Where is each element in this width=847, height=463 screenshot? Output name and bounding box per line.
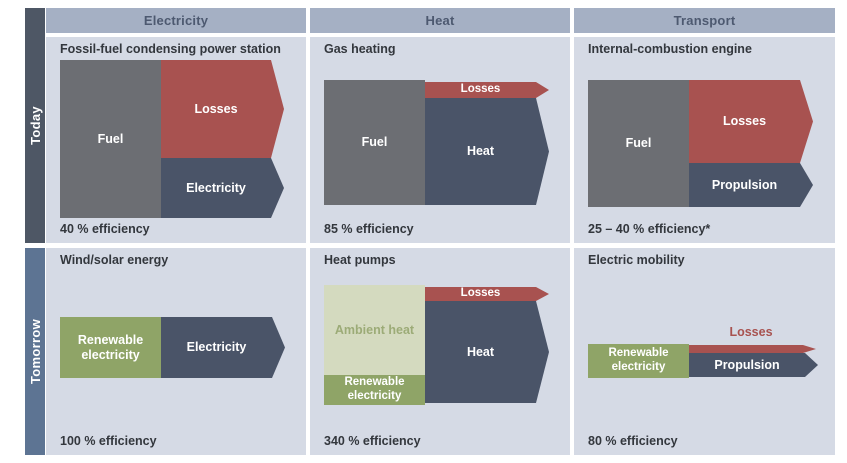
losses-label: Losses [460, 83, 501, 96]
fuel-label: Fuel [97, 131, 124, 146]
losses-arrow [689, 345, 816, 353]
input-label: Renewable electricity [344, 376, 405, 402]
panel-title: Internal-combustion engine [588, 42, 752, 56]
losses-arrow: Losses [425, 82, 549, 98]
panel-title: Gas heating [324, 42, 396, 56]
losses-label: Losses [460, 287, 501, 300]
column-header-heat-label: Heat [425, 13, 455, 28]
panel-tomorrow-transport: Electric mobility Losses Renewable elect… [574, 248, 835, 455]
losses-label: Losses [722, 114, 767, 129]
propulsion-output-arrow: Propulsion [689, 353, 818, 377]
column-header-transport-label: Transport [673, 13, 736, 28]
efficiency-label: 80 % efficiency [588, 434, 678, 448]
losses-label: Losses [194, 101, 238, 116]
losses-arrow: Losses [689, 80, 813, 163]
heat-output-arrow: Heat [425, 301, 549, 403]
electricity-output-arrow: Electricity [161, 317, 285, 378]
losses-label: Losses [729, 325, 773, 339]
output-label: Heat [466, 344, 495, 359]
losses-arrow: Losses [161, 60, 284, 158]
fuel-box: Fuel [60, 60, 161, 218]
renewable-electricity-box: Renewable electricity [60, 317, 161, 378]
losses-arrow: Losses [425, 287, 549, 301]
panel-today-transport: Internal-combustion engine Fuel Losses P… [574, 37, 835, 243]
efficiency-label: 40 % efficiency [60, 222, 150, 236]
panel-today-heat: Gas heating Fuel Losses Heat 85 % effici… [310, 37, 570, 243]
fuel-label: Fuel [361, 135, 388, 150]
propulsion-output-arrow: Propulsion [689, 163, 813, 207]
output-label: Heat [466, 144, 495, 159]
panel-title: Electric mobility [588, 253, 685, 267]
output-label: Electricity [186, 180, 246, 195]
efficiency-label: 85 % efficiency [324, 222, 414, 236]
row-label-today-text: Today [27, 106, 43, 145]
input-label: Renewable electricity [608, 347, 669, 373]
panel-tomorrow-electricity: Wind/solar energy Renewable electricity … [46, 248, 306, 455]
ambient-heat-box: Ambient heat [324, 285, 425, 375]
input-label: Renewable electricity [77, 332, 144, 362]
panel-tomorrow-heat: Heat pumps Ambient heat Renewable electr… [310, 248, 570, 455]
renewable-electricity-box: Renewable electricity [588, 344, 689, 378]
output-label: Propulsion [711, 177, 778, 192]
row-label-tomorrow-text: Tomorrow [27, 319, 43, 384]
efficiency-label: 100 % efficiency [60, 434, 157, 448]
fuel-box: Fuel [324, 80, 425, 205]
efficiency-label: 340 % efficiency [324, 434, 421, 448]
panel-title: Fossil-fuel condensing power station [60, 42, 281, 56]
panel-today-electricity: Fossil-fuel condensing power station Fue… [46, 37, 306, 243]
column-header-heat: Heat [310, 8, 570, 33]
column-header-electricity: Electricity [46, 8, 306, 33]
efficiency-label: 25 – 40 % efficiency* [588, 222, 711, 236]
fuel-box: Fuel [588, 80, 689, 207]
fuel-label: Fuel [625, 136, 652, 151]
renewable-electricity-box: Renewable electricity [324, 375, 425, 405]
output-label: Propulsion [714, 357, 780, 372]
heat-output-arrow: Heat [425, 98, 549, 205]
panel-title: Wind/solar energy [60, 253, 169, 267]
column-header-electricity-label: Electricity [143, 13, 209, 28]
panel-title: Heat pumps [324, 253, 396, 267]
row-label-tomorrow: Tomorrow [25, 248, 45, 455]
electricity-output-arrow: Electricity [161, 158, 284, 218]
output-label: Electricity [186, 340, 247, 355]
ambient-heat-label: Ambient heat [334, 322, 415, 337]
column-header-transport: Transport [574, 8, 835, 33]
row-label-today: Today [25, 8, 45, 243]
